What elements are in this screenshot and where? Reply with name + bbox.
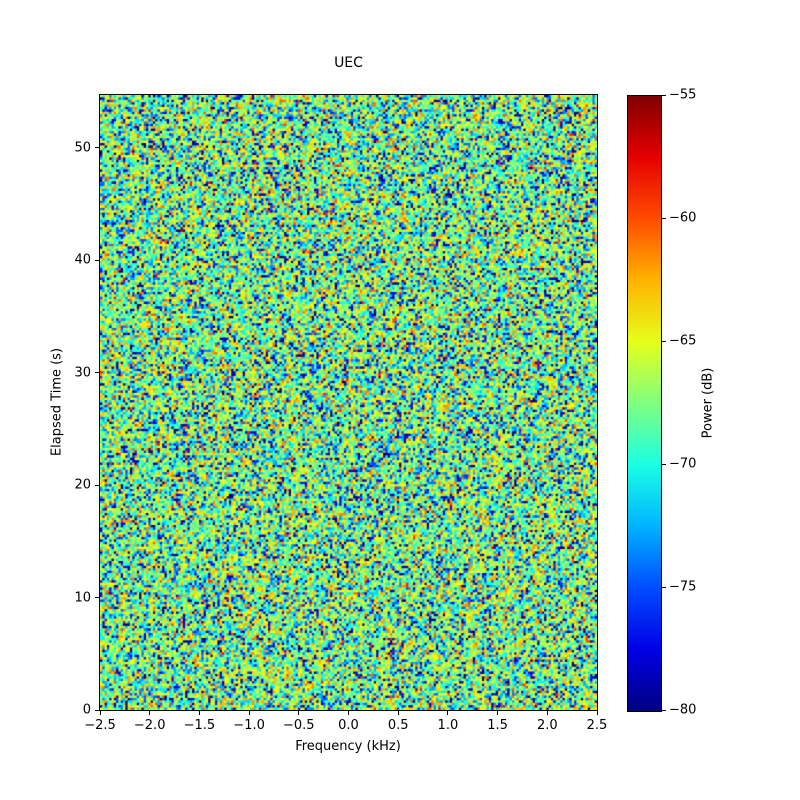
x-tick-label: 2.5 (586, 718, 608, 733)
x-tick-mark (546, 711, 548, 715)
colorbar-tick-label: −65 (669, 333, 697, 349)
x-tick-mark (99, 711, 101, 715)
y-tick-label: 0 (82, 702, 91, 718)
x-tick-mark (248, 711, 250, 715)
x-tick-mark (497, 711, 499, 715)
y-axis-label: Elapsed Time (s) (49, 347, 65, 457)
spectrogram-heatmap-canvas (100, 95, 597, 710)
x-tick-mark (447, 711, 449, 715)
figure-title: UEC (334, 55, 363, 71)
x-tick-label: −0.5 (283, 718, 315, 733)
plot-area (99, 94, 598, 711)
x-tick-label: −2.0 (133, 718, 166, 733)
colorbar-tick-mark (662, 94, 666, 96)
colorbar-tick-label: −55 (669, 87, 697, 103)
colorbar-label: Power (dB) (700, 367, 716, 439)
y-tick-label: 40 (74, 252, 91, 268)
x-tick-label: 1.5 (487, 718, 508, 733)
x-tick-label: −1.5 (183, 718, 216, 733)
x-tick-mark (348, 711, 349, 715)
x-tick-mark (397, 711, 399, 715)
y-tick-label: 20 (74, 477, 91, 493)
x-tick-mark (596, 711, 598, 715)
y-tick-mark (95, 259, 99, 261)
colorbar-tick-mark (662, 586, 666, 588)
x-tick-label: 1.0 (437, 718, 459, 733)
x-tick-label: −2.5 (84, 718, 116, 733)
colorbar-tick-label: −75 (669, 579, 697, 595)
y-tick-mark (95, 709, 99, 711)
y-tick-mark (95, 372, 99, 374)
x-tick-label: 0.5 (387, 718, 409, 733)
colorbar-tick-mark (662, 709, 666, 711)
colorbar-tick-mark (662, 463, 666, 465)
x-axis-label: Frequency (kHz) (295, 739, 401, 754)
y-tick-label: 30 (74, 365, 91, 381)
x-tick-label: 0.0 (338, 718, 359, 733)
y-tick-label: 10 (74, 590, 91, 606)
colorbar-tick-label: −60 (669, 210, 697, 226)
y-tick-mark (95, 147, 99, 149)
y-tick-mark (95, 484, 99, 486)
x-tick-label: 2.0 (536, 718, 558, 733)
colorbar-gradient (628, 96, 661, 711)
y-tick-mark (95, 597, 99, 599)
colorbar-tick-mark (662, 340, 666, 342)
colorbar-tick-label: −70 (669, 456, 697, 472)
colorbar-tick-label: −80 (669, 702, 697, 718)
colorbar (627, 95, 662, 712)
x-tick-mark (198, 711, 200, 715)
x-tick-mark (149, 711, 151, 715)
colorbar-tick-mark (662, 217, 666, 219)
x-tick-mark (298, 711, 300, 715)
x-tick-label: −1.0 (233, 718, 265, 733)
y-tick-label: 50 (74, 140, 91, 156)
